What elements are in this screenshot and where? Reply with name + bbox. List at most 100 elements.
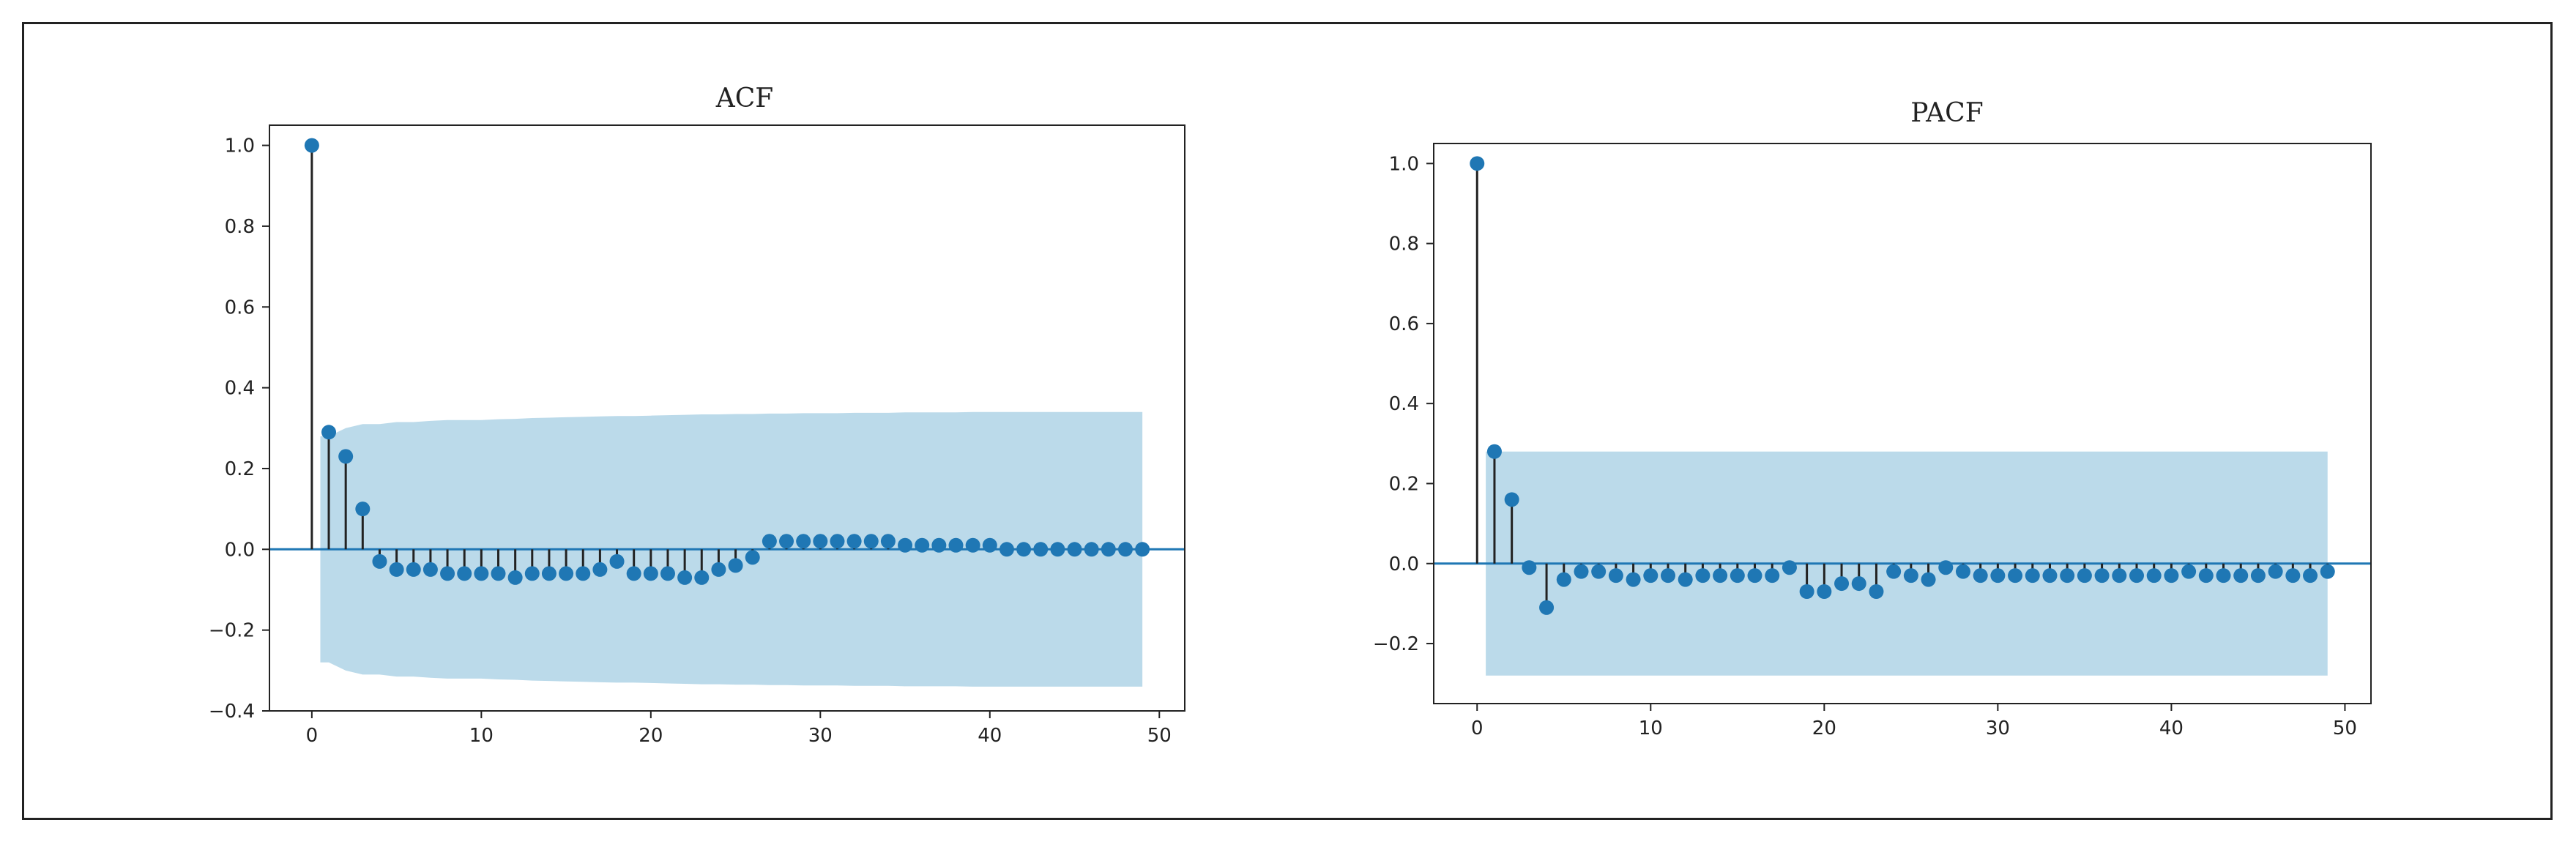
acf-x-tick-label: 0 (306, 725, 319, 747)
acf-marker (491, 566, 506, 581)
pacf-x-tick-label: 30 (1986, 717, 2010, 739)
pacf-marker (1782, 560, 1797, 575)
acf-marker (609, 553, 625, 569)
acf-axes-frame (269, 124, 1185, 712)
acf-marker (457, 566, 472, 581)
acf-marker (1084, 542, 1099, 557)
acf-marker (389, 562, 404, 577)
acf-y-tick-label: 0.8 (225, 216, 255, 238)
acf-marker (474, 566, 489, 581)
pacf-x-tick-label: 10 (1639, 717, 1663, 739)
pacf-marker (2129, 568, 2144, 584)
acf-marker (1101, 542, 1116, 557)
acf-marker (507, 570, 523, 585)
acf-y-tick-label: 0.2 (225, 458, 255, 480)
pacf-marker (2216, 568, 2231, 584)
acf-marker (1016, 542, 1032, 557)
pacf-marker (2233, 568, 2249, 584)
acf-marker (711, 562, 726, 577)
pacf-marker (1990, 568, 2006, 584)
acf-y-tick-label: 0.4 (225, 378, 255, 400)
pacf-marker (2164, 568, 2179, 584)
acf-marker (1067, 542, 1082, 557)
pacf-marker (1955, 564, 1970, 579)
pacf-y-tick-label: 0.8 (1389, 234, 1419, 256)
pacf-marker (1765, 568, 1780, 584)
pacf-marker (1556, 572, 1571, 587)
acf-y-tick-label: 0.6 (225, 297, 255, 318)
pacf-marker (1713, 568, 1728, 584)
acf-y-tick-label: −0.4 (209, 701, 255, 723)
acf-marker (1050, 542, 1065, 557)
acf-marker (830, 534, 845, 549)
pacf-marker (1886, 564, 1902, 579)
acf-marker (321, 425, 337, 440)
acf-marker (813, 534, 828, 549)
pacf-marker (2320, 564, 2335, 579)
acf-marker (745, 550, 760, 565)
pacf-marker (1903, 568, 1918, 584)
figure-frame: ACF 0 10 20 30 40 50 −0.4 −0.2 0.0 0.2 0.4 0.6 0.8 1.… (22, 22, 2553, 820)
acf-marker (999, 542, 1014, 557)
pacf-marker (1834, 576, 1850, 592)
acf-marker (660, 566, 675, 581)
pacf-marker (1608, 568, 1623, 584)
acf-marker (762, 534, 777, 549)
pacf-marker (2077, 568, 2092, 584)
acf-marker (559, 566, 574, 581)
acf-marker (779, 534, 794, 549)
acf-marker (372, 553, 387, 569)
acf-marker (880, 534, 896, 549)
pacf-marker (1539, 600, 1555, 615)
acf-marker (541, 566, 556, 581)
pacf-marker (1626, 572, 1641, 587)
acf-marker (982, 537, 997, 553)
acf-x-tick-label: 50 (1147, 725, 1172, 747)
pacf-marker (2008, 568, 2023, 584)
pacf-marker (1574, 564, 1589, 579)
acf-x-tick-label: 10 (469, 725, 494, 747)
pacf-marker (1938, 560, 1954, 575)
pacf-marker (1869, 584, 1884, 599)
pacf-marker (2094, 568, 2110, 584)
pacf-x-tick-label: 20 (1812, 717, 1836, 739)
pacf-marker (2303, 568, 2318, 584)
acf-marker (338, 449, 354, 464)
pacf-marker (1851, 576, 1866, 592)
pacf-marker (2146, 568, 2162, 584)
acf-marker (406, 562, 421, 577)
acf-y-tick-label: 1.0 (225, 135, 255, 157)
pacf-marker (1522, 560, 1537, 575)
pacf-y-tick-label: 0.4 (1389, 393, 1419, 415)
pacf-y-tick-label: 0.6 (1389, 313, 1419, 335)
acf-marker (422, 562, 438, 577)
pacf-marker (2042, 568, 2058, 584)
acf-marker (965, 537, 980, 553)
pacf-marker (2181, 564, 2197, 579)
acf-marker (931, 537, 947, 553)
pacf-x-tick-label: 0 (1471, 717, 1484, 739)
pacf-marker (1799, 584, 1814, 599)
acf-marker (694, 570, 710, 585)
acf-y-tick-label: −0.2 (209, 620, 255, 642)
pacf-marker (1643, 568, 1659, 584)
pacf-marker (2198, 568, 2214, 584)
pacf-marker (2285, 568, 2301, 584)
acf-title: ACF (715, 83, 774, 113)
pacf-marker (1695, 568, 1710, 584)
acf-chart: ACF 0 10 20 30 40 50 −0.4 −0.2 0.0 0.2 0.4 0.6 0.8 1.… (209, 83, 1185, 747)
pacf-y-tick-label: −0.2 (1373, 633, 1419, 655)
acf-marker (440, 566, 455, 581)
pacf-y-tick-label: 1.0 (1389, 153, 1419, 175)
pacf-marker (1504, 492, 1519, 507)
pacf-title: PACF (1910, 98, 1983, 128)
pacf-marker (2025, 568, 2040, 584)
pacf-marker (1661, 568, 1675, 584)
acf-marker (576, 566, 591, 581)
acf-marker (677, 570, 693, 585)
pacf-marker (2060, 568, 2075, 584)
acf-marker (796, 534, 811, 549)
pacf-marker (1817, 584, 1832, 599)
pacf-x-tick-label: 40 (2159, 717, 2184, 739)
acf-marker (915, 537, 930, 553)
